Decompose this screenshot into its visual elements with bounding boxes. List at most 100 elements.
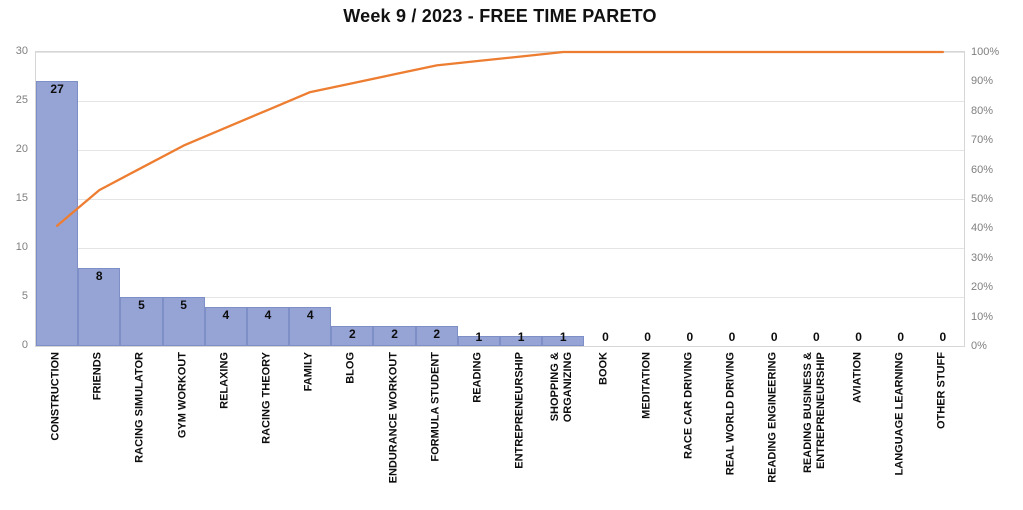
x-axis-label-cell: RELAXING: [204, 352, 246, 508]
y-axis-tick-right: 40%: [971, 222, 994, 235]
x-axis-label: MEDITATION: [640, 352, 653, 419]
bar-value-label: 1: [475, 330, 483, 344]
x-axis-label: READING ENGINEERING: [766, 352, 779, 483]
bar-2: [120, 297, 163, 346]
y-axis-tick-left: 0: [21, 339, 28, 351]
x-axis-label: RACING SIMULATOR: [133, 352, 146, 463]
y-axis-tick-right: 90%: [971, 75, 994, 88]
x-axis-label: READING BUSINESS & ENTREPRENEURSHIP: [802, 352, 828, 474]
x-axis-label-cell: FAMILY: [288, 352, 330, 508]
bar-9: [415, 326, 458, 346]
plot-area: 27 8 5 5 4 4 4 2 2 2 1 1 1 0 0 0 0 0 0 0 0 0: [35, 50, 965, 347]
x-axis-label: REAL WORLD DRIVING: [724, 352, 737, 476]
y-axis-tick-right: 50%: [971, 193, 994, 205]
x-axis-label: GYM WORKOUT: [176, 352, 189, 439]
y-axis-tick-left: 5: [21, 290, 28, 302]
bar-4: [204, 306, 247, 346]
x-axis-label-cell: CONSTRUCTION: [35, 352, 77, 508]
bar-value-label: 5: [180, 298, 187, 312]
x-axis-label: FRIENDS: [91, 352, 104, 401]
bar-12: [542, 336, 585, 346]
cumulative-line-layer: [55, 50, 945, 227]
x-axis-label: RACING THEORY: [260, 352, 273, 444]
x-axis-label-cell: GYM WORKOUT: [162, 352, 204, 508]
x-axis-label-cell: OTHER STUFF: [921, 352, 963, 508]
bar-6: [289, 306, 332, 346]
x-axis-label: SHOPPING & ORGANIZING: [549, 352, 575, 423]
x-axis-label-cell: ENDURANCE WORKOUT: [372, 352, 414, 508]
bar-3: [162, 297, 205, 346]
x-axis-label-cell: MEDITATION: [626, 352, 668, 508]
bar-7: [331, 326, 374, 346]
x-axis-label-cell: RACING THEORY: [246, 352, 288, 508]
bar-value-label: 1: [517, 330, 525, 344]
x-axis-label-cell: SHOPPING & ORGANIZING: [541, 352, 583, 508]
x-axis-label: AVIATION: [851, 352, 864, 403]
cumulative-line: [55, 50, 945, 227]
x-axis-label-cell: READING ENGINEERING: [752, 352, 794, 508]
x-axis-label-cell: LANGUAGE LEARNING: [879, 352, 921, 508]
bar-value-label: 27: [50, 82, 64, 97]
x-axis-label-cell: READING: [457, 352, 499, 508]
bar-value-label: 4: [264, 307, 272, 322]
gridline: [36, 150, 964, 151]
x-axis-label: OTHER STUFF: [935, 352, 948, 429]
bar-value-label: 1: [559, 330, 567, 344]
y-axis-tick-left: 10: [15, 241, 28, 253]
y-axis-tick-right: 0%: [971, 340, 987, 352]
bar-value-label: 2: [433, 327, 441, 342]
bar-value-label: 0: [939, 330, 947, 344]
x-axis-label-cell: RACE CAR DRIVING: [668, 352, 710, 508]
x-axis-label: FAMILY: [302, 352, 315, 392]
x-axis-label: FORMULA STUDENT: [429, 352, 442, 462]
bar-8: [373, 326, 416, 346]
bar-value-label: 0: [897, 330, 905, 344]
bar-value-label: 0: [728, 330, 736, 344]
x-axis-label: LANGUAGE LEARNING: [893, 352, 906, 476]
gridline: [36, 101, 964, 102]
bar-value-label: 2: [391, 327, 398, 342]
x-axis-label-cell: ENTREPRENEURSHIP: [499, 352, 541, 508]
bar-value-label: 0: [644, 330, 651, 344]
gridline: [36, 52, 964, 53]
y-axis-tick-left: 15: [15, 192, 28, 204]
gridline: [36, 297, 964, 298]
bar-value-label: 4: [222, 307, 230, 322]
y-axis-tick-right: 30%: [971, 251, 994, 264]
y-axis-tick-right: 20%: [971, 281, 994, 294]
bar-value-label: 0: [602, 330, 609, 344]
x-axis-label-cell: REAL WORLD DRIVING: [710, 352, 752, 508]
bar-value-label: 2: [349, 327, 356, 342]
bar-1: [78, 267, 121, 346]
bar-value-label: 5: [138, 298, 145, 312]
x-axis-label-cell: READING BUSINESS & ENTREPRENEURSHIP: [794, 352, 836, 508]
x-axis-label-cell: BOOK: [583, 352, 625, 508]
x-axis-label: BOOK: [597, 352, 610, 385]
bar-value-label: 0: [686, 330, 694, 344]
bar-value-label: 4: [306, 307, 314, 322]
y-axis-tick-left: 25: [15, 94, 28, 106]
bar-value-label: 0: [813, 330, 820, 344]
bar-value-label: 0: [770, 330, 778, 344]
y-axis-tick-left: 20: [15, 143, 28, 155]
gridline: [36, 248, 964, 249]
x-axis-label: RACE CAR DRIVING: [682, 352, 695, 459]
bar-value-label: 8: [95, 268, 103, 283]
bar-5: [246, 306, 290, 346]
x-axis-label: ENTREPRENEURSHIP: [513, 352, 526, 469]
bar-11: [500, 336, 543, 346]
x-axis-label: RELAXING: [218, 352, 231, 409]
gridline: [36, 199, 964, 200]
y-axis-tick-right: 60%: [971, 163, 994, 176]
chart-title: Week 9 / 2023 - FREE TIME PARETO: [343, 6, 657, 26]
y-axis-tick-right: 80%: [971, 104, 994, 117]
x-axis-label: READING: [471, 352, 484, 403]
x-axis-label-cell: BLOG: [330, 352, 372, 508]
bar-10: [457, 336, 500, 346]
x-axis-label-cell: FRIENDS: [77, 352, 119, 508]
y-axis-tick-right: 100%: [971, 46, 1000, 58]
x-axis-label-cell: RACING SIMULATOR: [119, 352, 161, 508]
x-axis-label: ENDURANCE WORKOUT: [387, 352, 400, 484]
x-axis-label-cell: FORMULA STUDENT: [415, 352, 457, 508]
y-axis-tick-left: 30: [15, 45, 28, 57]
